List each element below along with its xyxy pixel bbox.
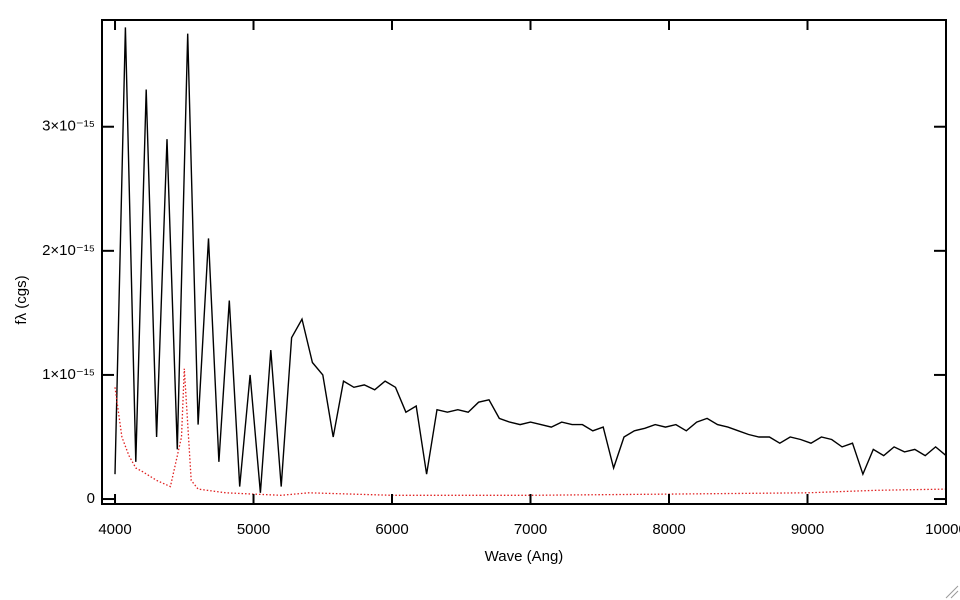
x-tick-label: 4000 <box>98 521 131 538</box>
y-tick-label: 1×10⁻¹⁵ <box>42 366 95 383</box>
y-tick-label: 2×10⁻¹⁵ <box>42 242 95 259</box>
x-tick-label: 8000 <box>652 521 685 538</box>
y-tick-label: 3×10⁻¹⁵ <box>42 118 95 135</box>
y-tick-label: 0 <box>87 490 95 507</box>
spectrum-line <box>114 27 946 493</box>
resize-grip <box>945 585 959 599</box>
x-tick-label: 9000 <box>791 521 824 538</box>
x-tick-label: 6000 <box>375 521 408 538</box>
y-axis-label: fλ (cgs) <box>13 275 30 324</box>
x-tick-label: 5000 <box>237 521 270 538</box>
x-tick-label: 7000 <box>514 521 547 538</box>
x-axis-label: Wave (Ang) <box>485 548 564 565</box>
plot-frame <box>101 19 947 505</box>
